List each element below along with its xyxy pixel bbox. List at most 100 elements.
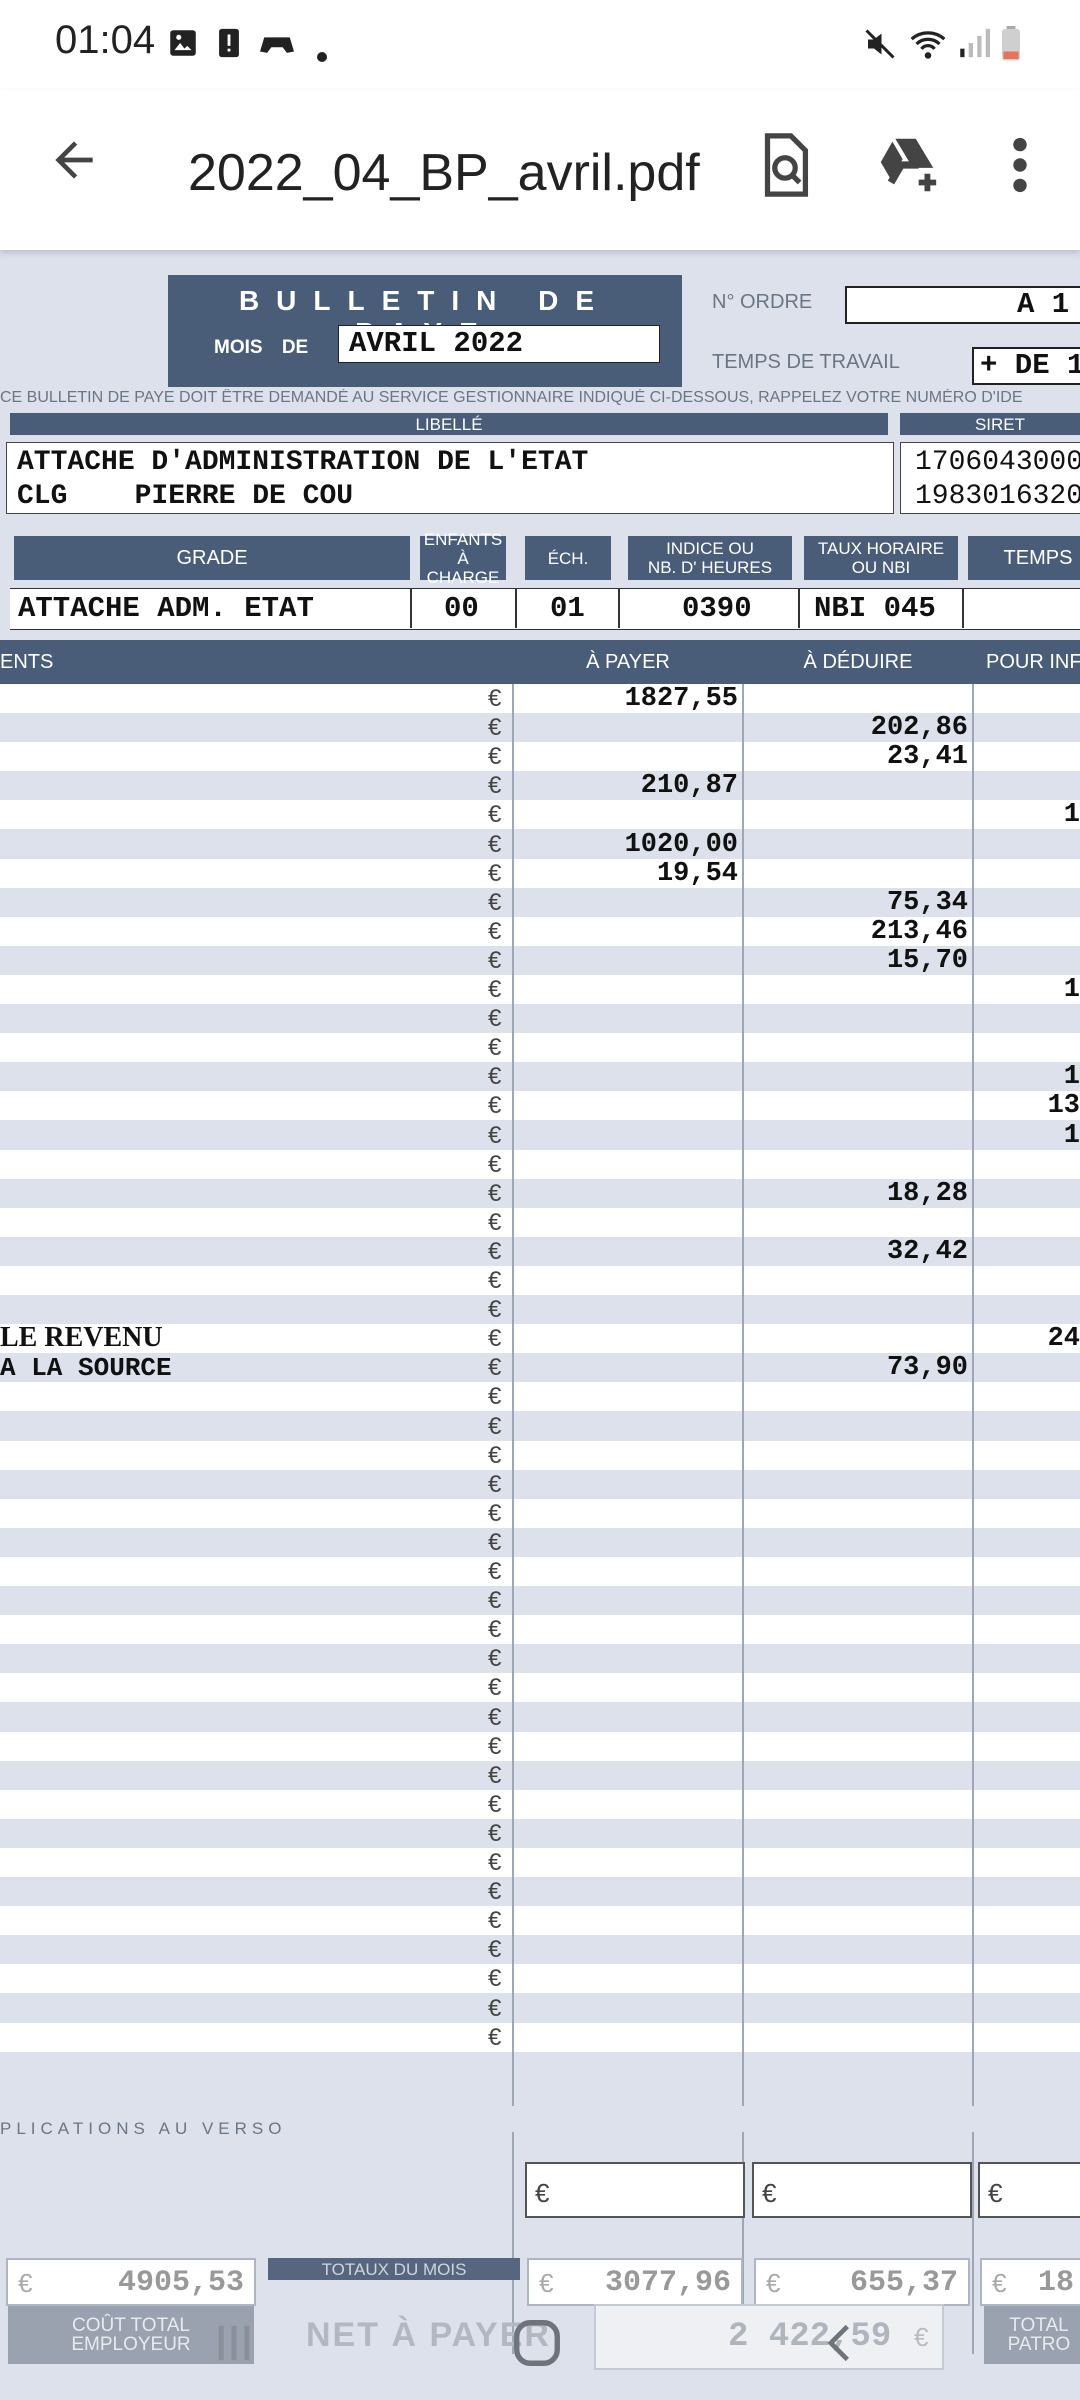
more-options-icon[interactable]: [990, 130, 1060, 200]
libelle-line-1: ATTACHE D'ADMINISTRATION DE L'ETAT: [17, 447, 589, 478]
table-row: €: [0, 1993, 1080, 2023]
row-euro-sign: €: [488, 1208, 502, 1236]
table-row: €: [0, 1266, 1080, 1295]
table-row: €1: [0, 800, 1080, 831]
table-row: €: [0, 1033, 1080, 1063]
libelle-header: LIBELLÉ: [10, 413, 888, 435]
totaux-label: TOTAUX DU MOIS: [268, 2258, 520, 2280]
grade-value: ATTACHE ADM. ETAT: [18, 592, 314, 625]
row-payer-amount: 1827,55: [624, 684, 738, 714]
net-payer-label: NET À PAYER: [306, 2316, 551, 2354]
total-info-box: € 18: [980, 2258, 1080, 2306]
table-row: €: [0, 1760, 1080, 1790]
table-row: €: [0, 1818, 1080, 1848]
grade-header: GRADE: [14, 536, 410, 580]
table-row: €: [0, 1295, 1080, 1325]
table-row: €: [0, 1877, 1080, 1907]
payer-subtotal-euro: €: [535, 2178, 550, 2208]
payer-subtotal-box: €: [525, 2162, 745, 2218]
table-row: €13: [0, 1091, 1080, 1122]
row-euro-sign: €: [488, 772, 502, 800]
row-euro-sign: €: [488, 1849, 502, 1876]
grade-values-row: [10, 588, 1080, 630]
search-document-icon[interactable]: [750, 130, 820, 200]
total-payer-value: 3077,96: [604, 2266, 731, 2300]
recent-apps-icon[interactable]: [210, 2320, 258, 2371]
siret-header: SIRET: [900, 413, 1080, 435]
table-row: €: [0, 1906, 1080, 1936]
info-column-header: POUR INF: [986, 651, 1080, 673]
row-deduire-amount: 213,46: [870, 916, 968, 947]
row-euro-sign: €: [488, 1761, 502, 1789]
row-euro-sign: €: [488, 1092, 502, 1120]
net-payer-value: 2 422,59: [728, 2318, 892, 2356]
row-euro-sign: €: [488, 1790, 502, 1818]
back-icon[interactable]: [818, 2318, 862, 2373]
row-euro-sign: €: [488, 1237, 502, 1265]
row-info-amount: 13: [1047, 1091, 1080, 1122]
taux-header: TAUX HORAIRE OU NBI: [804, 536, 958, 580]
row-euro-sign: €: [488, 1354, 502, 1382]
pdf-page[interactable]: BULLETIN DE PAYE MOIS DE AVRIL 2022 N° O…: [0, 250, 1080, 2400]
battery-icon: [1000, 26, 1022, 69]
table-row: €: [0, 1382, 1080, 1412]
table-row: €1827,55: [0, 684, 1080, 714]
table-row: €: [0, 1469, 1080, 1499]
back-arrow-icon[interactable]: [46, 132, 102, 199]
notice-text: CE BULLETIN DE PAYE DOIT ÊTRE DEMANDÉ AU…: [0, 389, 1023, 406]
total-payer-euro: €: [539, 2268, 554, 2298]
row-euro-sign: €: [488, 743, 502, 771]
row-euro-sign: €: [488, 1296, 502, 1324]
status-time: 01:04: [55, 18, 156, 62]
table-row: €: [0, 1557, 1080, 1586]
row-euro-sign: €: [488, 1150, 502, 1178]
row-euro-sign: €: [488, 1878, 502, 1906]
total-info-euro: €: [992, 2268, 1007, 2298]
row-euro-sign: €: [488, 1558, 502, 1585]
row-euro-sign: €: [488, 1034, 502, 1062]
row-euro-sign: €: [488, 859, 502, 887]
echelon-header: ÉCH.: [525, 536, 611, 580]
row-euro-sign: €: [488, 1121, 502, 1149]
net-payer-box: 2 422,59 €: [594, 2304, 944, 2370]
row-euro-sign: €: [488, 1965, 502, 1993]
home-icon[interactable]: [510, 2316, 564, 2375]
total-deduire-value: 655,37: [849, 2266, 958, 2300]
table-row: €: [0, 1935, 1080, 1965]
row-payer-amount: 1020,00: [624, 829, 738, 860]
row-euro-sign: €: [488, 1528, 502, 1556]
row-info-amount: 24: [1047, 1324, 1080, 1355]
row-info-amount: 1: [1063, 800, 1080, 831]
mois-label: MOIS DE: [214, 337, 309, 358]
row-euro-sign: €: [488, 1616, 502, 1644]
dot-icon: [316, 34, 328, 70]
info-subtotal-euro: €: [988, 2178, 1003, 2208]
table-row: €: [0, 1615, 1080, 1645]
total-payer-box: € 3077,96: [527, 2258, 743, 2306]
row-euro-sign: €: [488, 801, 502, 829]
row-label: LE REVENU: [0, 1322, 163, 1354]
table-row: €210,87: [0, 771, 1080, 801]
taux-value: NBI 045: [814, 592, 936, 625]
row-deduire-amount: 18,28: [886, 1178, 968, 1209]
temps-label: TEMPS DE TRAVAIL: [712, 351, 900, 373]
explications-text: PLICATIONS AU VERSO: [0, 2119, 287, 2138]
cout-total-euro: €: [18, 2268, 33, 2298]
ordre-label: N° ORDRE: [712, 291, 813, 313]
row-euro-sign: €: [488, 917, 502, 945]
row-euro-sign: €: [488, 888, 502, 916]
table-row: €75,34: [0, 887, 1080, 918]
row-info-amount: 1: [1063, 975, 1080, 1005]
row-euro-sign: €: [488, 1383, 502, 1411]
row-euro-sign: €: [488, 685, 502, 712]
cout-total-label: COÛT TOTAL EMPLOYEUR: [8, 2306, 254, 2364]
table-row: €: [0, 1411, 1080, 1441]
deduire-column-header: À DÉDUIRE: [803, 651, 913, 673]
game-controller-icon: [258, 26, 296, 67]
row-label: A LA SOURCE: [0, 1353, 172, 1384]
add-to-drive-icon[interactable]: [872, 130, 942, 200]
row-euro-sign: €: [488, 1470, 502, 1498]
table-row: €: [0, 1731, 1080, 1761]
row-euro-sign: €: [488, 1645, 502, 1673]
siret-line-1: 1706043000: [915, 447, 1080, 478]
